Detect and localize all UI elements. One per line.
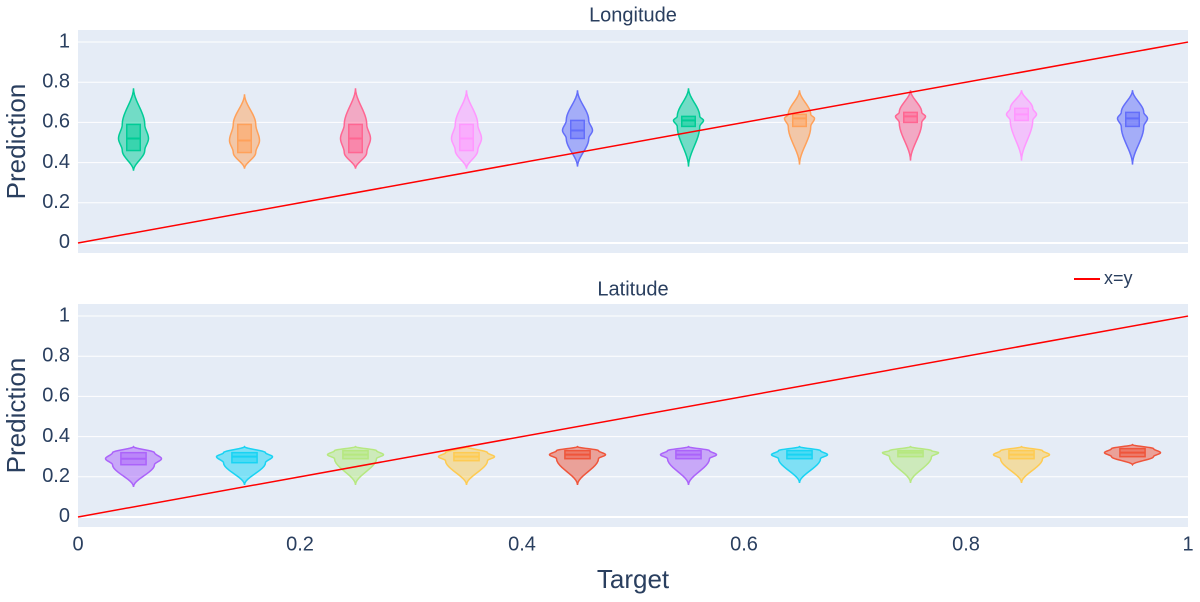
plot-area	[78, 30, 1188, 253]
box	[237, 123, 252, 154]
y-tick-label: 0.4	[42, 151, 70, 173]
legend-label: x=y	[1104, 268, 1133, 288]
box	[126, 123, 141, 152]
x-tick-label: 0.8	[952, 533, 980, 555]
x-tick-label: 1	[1182, 533, 1193, 555]
violin	[1116, 90, 1149, 165]
x-axis-title: Target	[597, 564, 670, 594]
violin	[783, 90, 816, 165]
violin	[548, 445, 607, 485]
x-tick-label: 0.6	[730, 533, 758, 555]
violin	[104, 445, 163, 487]
reference-line	[77, 315, 1189, 518]
box	[1125, 111, 1140, 128]
violin	[881, 445, 940, 483]
y-tick-label: 0.6	[42, 385, 70, 407]
y-tick-label: 0.2	[42, 191, 70, 213]
box	[792, 113, 807, 128]
y-tick-label: 0.6	[42, 111, 70, 133]
x-tick-label: 0	[72, 533, 83, 555]
y-tick-label: 0	[59, 231, 70, 253]
y-tick-label: 1	[59, 304, 70, 326]
legend: x=y	[1074, 268, 1133, 288]
y-axis-title: Prediction	[1, 358, 31, 474]
y-axis-title: Prediction	[1, 84, 31, 200]
subplot-title: Latitude	[597, 278, 668, 300]
subplot-title: Longitude	[589, 4, 677, 26]
plot-area	[78, 304, 1188, 527]
y-tick-label: 1	[59, 30, 70, 52]
box	[570, 119, 585, 140]
box	[903, 111, 918, 124]
box	[897, 449, 924, 458]
violin	[659, 445, 718, 485]
violin	[215, 445, 274, 485]
violin	[894, 90, 927, 161]
violin	[326, 445, 385, 485]
violin	[672, 88, 705, 167]
y-tick-label: 0	[59, 505, 70, 527]
y-tick-label: 0.2	[42, 465, 70, 487]
x-tick-label: 0.4	[508, 533, 536, 555]
y-tick-label: 0.8	[42, 71, 70, 93]
x-tick-label: 0.2	[286, 533, 314, 555]
box	[459, 123, 474, 152]
y-tick-label: 0.8	[42, 345, 70, 367]
violin	[992, 445, 1051, 483]
box	[231, 451, 258, 464]
reference-line	[77, 41, 1189, 244]
box	[681, 115, 696, 128]
violin	[770, 445, 829, 483]
y-tick-label: 0.4	[42, 425, 70, 447]
